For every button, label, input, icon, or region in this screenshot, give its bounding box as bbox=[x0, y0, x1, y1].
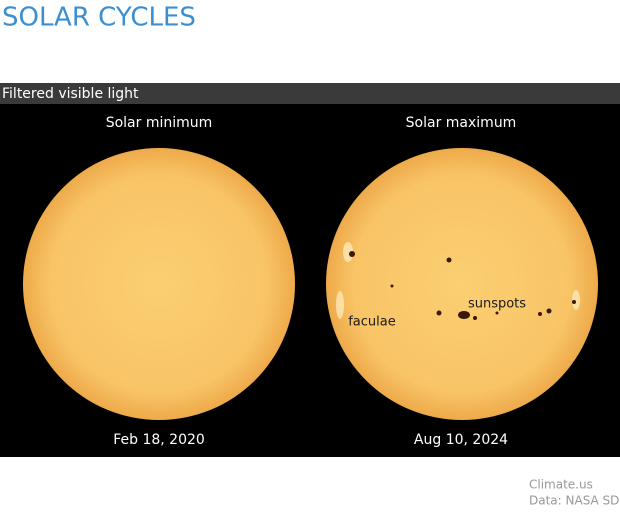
panel-header bbox=[0, 83, 620, 104]
sun-image bbox=[23, 148, 295, 420]
sunspots bbox=[349, 251, 576, 320]
credit: Data: NASA SDO bbox=[529, 494, 620, 508]
credit: Climate.us bbox=[529, 478, 593, 492]
title: SOLAR CYCLES bbox=[2, 3, 196, 33]
date: Aug 10, 2024 bbox=[414, 432, 508, 448]
annotation: sunspots bbox=[468, 297, 526, 312]
date: Feb 18, 2020 bbox=[113, 432, 205, 448]
faculae bbox=[336, 242, 580, 319]
caption: Solar minimum bbox=[106, 115, 213, 131]
panel-label: Filtered visible light bbox=[2, 86, 139, 102]
caption: Solar maximum bbox=[406, 115, 517, 131]
sun-image bbox=[326, 148, 598, 420]
annotation: faculae bbox=[348, 315, 396, 330]
